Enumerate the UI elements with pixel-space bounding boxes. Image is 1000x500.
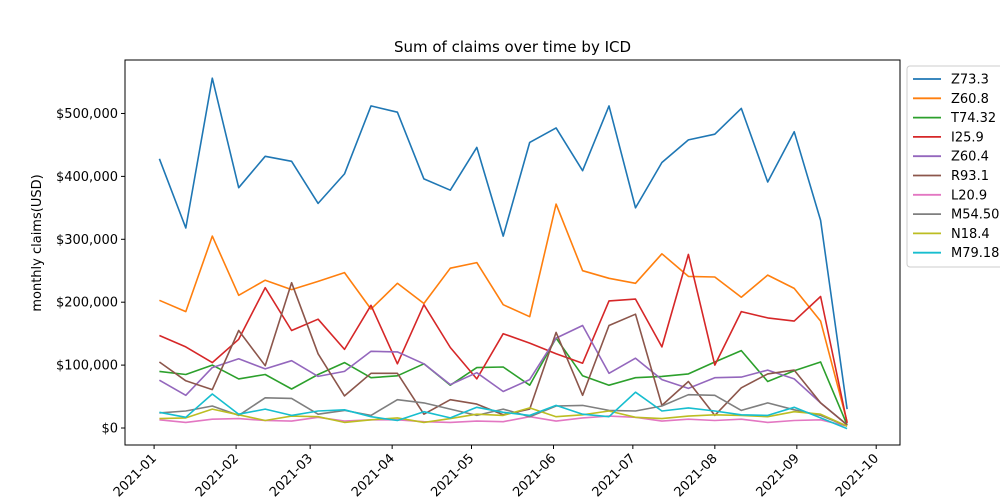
series-line-Z73.3 [158,77,848,410]
series-line-Z60.8 [159,203,848,422]
series-line-M54.50 [159,393,848,427]
series-line-I25.9 [159,253,848,424]
chart-title: Sum of claims over time by ICD [394,38,631,56]
y-tick-label: $400,000 [56,170,118,185]
legend-entry: M54.50 [951,208,999,223]
series-line-Z60.4 [159,324,848,426]
legend-entry: Z60.8 [951,92,989,107]
legend-entry: Z73.3 [951,73,989,88]
y-axis-label: monthly claims(USD) [30,174,45,311]
plot-frame [124,59,901,446]
series-line-N18.4 [159,407,848,427]
legend: Z73.3 Z60.8 T74.32 I25.9 Z60.4 R93.1 L20.9 M54.… [906,65,1000,268]
y-tick-label: $300,000 [56,233,118,248]
legend-entry: R93.1 [951,169,989,184]
legend-entry: N18.4 [951,227,990,242]
series-line-M79.18 [159,391,848,430]
legend-entry: T74.32 [950,111,996,126]
legend-box [906,65,1000,268]
legend-entry: M79.18 [951,246,999,261]
legend-entry: Z60.4 [951,150,989,165]
plot-lines [158,77,848,430]
y-tick-label: $100,000 [56,359,118,374]
y-axis: $0 $100,000 $200,000 $300,000 $400,000 $500,0… [56,107,125,437]
legend-entry: I25.9 [951,130,984,145]
y-tick-label: $0 [101,422,118,437]
y-tick-label: $200,000 [56,296,118,311]
legend-entry: L20.9 [951,188,987,203]
series-line-L20.9 [159,415,848,427]
series-line-T74.32 [159,337,848,426]
y-tick-label: $500,000 [56,107,118,122]
